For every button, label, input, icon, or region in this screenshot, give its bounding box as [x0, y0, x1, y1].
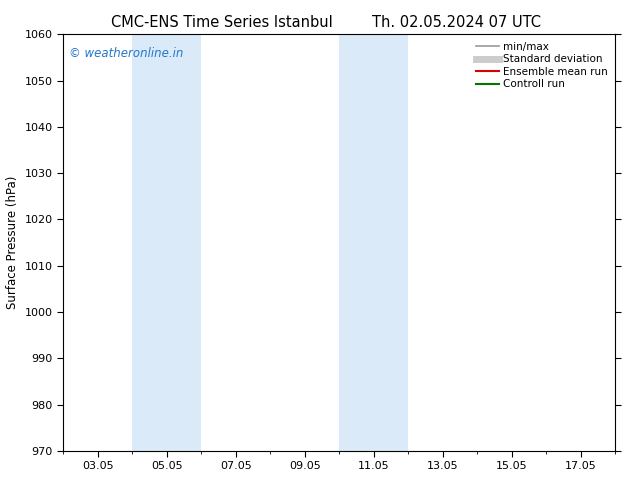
- Text: CMC-ENS Time Series Istanbul: CMC-ENS Time Series Istanbul: [111, 15, 333, 30]
- Y-axis label: Surface Pressure (hPa): Surface Pressure (hPa): [6, 176, 19, 309]
- Text: Th. 02.05.2024 07 UTC: Th. 02.05.2024 07 UTC: [372, 15, 541, 30]
- Legend: min/max, Standard deviation, Ensemble mean run, Controll run: min/max, Standard deviation, Ensemble me…: [474, 40, 610, 92]
- Bar: [339, 34, 408, 451]
- Text: © weatheronline.in: © weatheronline.in: [69, 47, 183, 60]
- Bar: [133, 34, 202, 451]
